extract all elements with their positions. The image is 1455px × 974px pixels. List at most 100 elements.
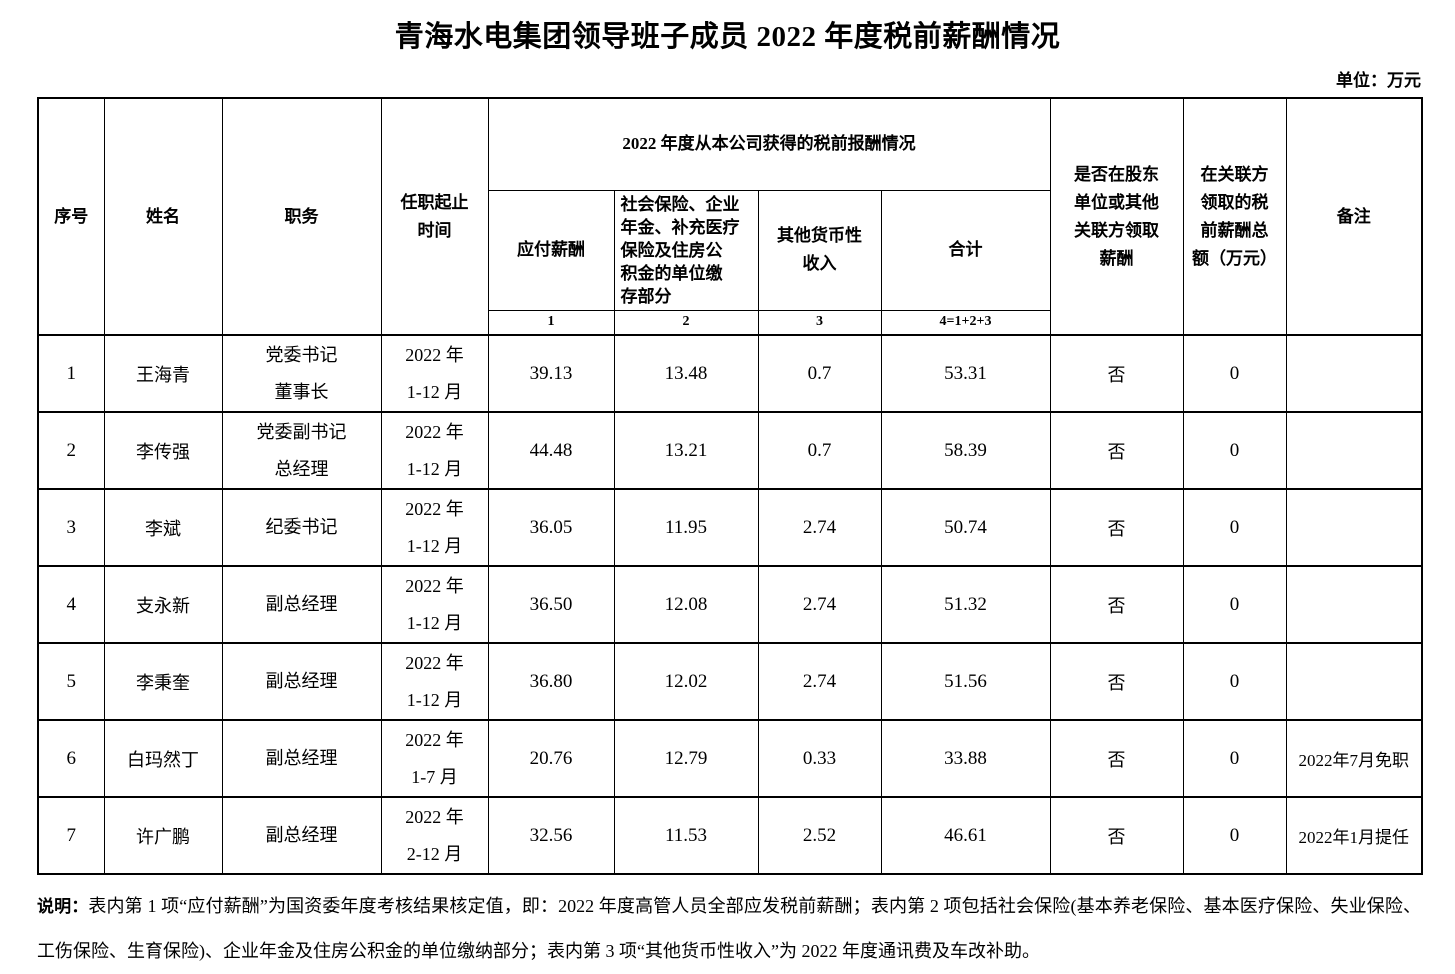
cell-related-amount: 0 [1182, 488, 1287, 567]
cell-total: 58.39 [880, 411, 1051, 490]
cell-related-amount: 0 [1182, 796, 1287, 875]
header-name: 姓名 [103, 97, 223, 336]
column-number-1: 1 [487, 309, 615, 336]
cell-related-amount: 0 [1182, 642, 1287, 721]
cell-related-party: 否 [1049, 642, 1184, 721]
cell-position: 党委副书记 总经理 [221, 411, 382, 490]
column-number-2: 2 [613, 309, 759, 336]
cell-pay: 39.13 [487, 334, 615, 413]
header-insurance: 社会保险、企业 年金、补充医疗 保险及住房公 积金的单位缴 存部分 [613, 189, 759, 311]
cell-insurance: 11.95 [613, 488, 759, 567]
cell-position: 副总经理 [221, 642, 382, 721]
table-row: 4 支永新 副总经理 2022 年 1-12 月 36.50 12.08 2.7… [37, 565, 1423, 644]
column-number-4: 4=1+2+3 [880, 309, 1051, 336]
cell-other-income: 2.52 [757, 796, 882, 875]
cell-position: 副总经理 [221, 796, 382, 875]
cell-term: 2022 年 1-7 月 [380, 719, 489, 798]
cell-remark [1285, 411, 1423, 490]
cell-name: 李秉奎 [103, 642, 223, 721]
cell-other-income: 0.7 [757, 334, 882, 413]
cell-seq: 2 [37, 411, 105, 490]
cell-term: 2022 年 1-12 月 [380, 642, 489, 721]
cell-name: 白玛然丁 [103, 719, 223, 798]
cell-name: 李传强 [103, 411, 223, 490]
unit-label: 单位：万元 [1336, 71, 1421, 90]
table-row: 3 李斌 纪委书记 2022 年 1-12 月 36.05 11.95 2.74… [37, 488, 1423, 567]
cell-other-income: 0.33 [757, 719, 882, 798]
cell-insurance: 12.08 [613, 565, 759, 644]
cell-insurance: 13.21 [613, 411, 759, 490]
cell-position: 党委书记 董事长 [221, 334, 382, 413]
cell-remark: 2022年1月提任 [1285, 796, 1423, 875]
header-position: 职务 [221, 97, 382, 336]
cell-seq: 1 [37, 334, 105, 413]
cell-related-amount: 0 [1182, 565, 1287, 644]
table-row: 6 白玛然丁 副总经理 2022 年 1-7 月 20.76 12.79 0.3… [37, 719, 1423, 798]
header-term: 任职起止 时间 [380, 97, 489, 336]
page-title: 青海水电集团领导班子成员 2022 年度税前薪酬情况 [394, 21, 1061, 53]
cell-remark [1285, 565, 1423, 644]
cell-remark: 2022年7月免职 [1285, 719, 1423, 798]
cell-pay: 36.50 [487, 565, 615, 644]
cell-name: 支永新 [103, 565, 223, 644]
cell-other-income: 2.74 [757, 565, 882, 644]
cell-pay: 36.05 [487, 488, 615, 567]
cell-remark [1285, 334, 1423, 413]
cell-position: 纪委书记 [221, 488, 382, 567]
cell-position: 副总经理 [221, 565, 382, 644]
table-row: 7 许广鹏 副总经理 2022 年 2-12 月 32.56 11.53 2.5… [37, 796, 1423, 875]
footnote: 说明：表内第 1 项“应付薪酬”为国资委年度考核结果核定值，即：2022 年度高… [37, 884, 1421, 974]
cell-other-income: 2.74 [757, 642, 882, 721]
cell-related-party: 否 [1049, 719, 1184, 798]
cell-related-party: 否 [1049, 334, 1184, 413]
cell-term: 2022 年 1-12 月 [380, 565, 489, 644]
cell-pay: 20.76 [487, 719, 615, 798]
header-seq: 序号 [37, 97, 105, 336]
cell-name: 李斌 [103, 488, 223, 567]
cell-term: 2022 年 1-12 月 [380, 488, 489, 567]
cell-insurance: 12.02 [613, 642, 759, 721]
table-row: 2 李传强 党委副书记 总经理 2022 年 1-12 月 44.48 13.2… [37, 411, 1423, 490]
header-other-income: 其他货币性 收入 [757, 189, 882, 311]
cell-term: 2022 年 1-12 月 [380, 334, 489, 413]
table-row: 1 王海青 党委书记 董事长 2022 年 1-12 月 39.13 13.48… [37, 334, 1423, 413]
cell-seq: 6 [37, 719, 105, 798]
cell-name: 王海青 [103, 334, 223, 413]
cell-total: 53.31 [880, 334, 1051, 413]
cell-total: 46.61 [880, 796, 1051, 875]
cell-position: 副总经理 [221, 719, 382, 798]
header-remark: 备注 [1285, 97, 1423, 336]
table-row: 5 李秉奎 副总经理 2022 年 1-12 月 36.80 12.02 2.7… [37, 642, 1423, 721]
cell-insurance: 12.79 [613, 719, 759, 798]
cell-total: 51.56 [880, 642, 1051, 721]
cell-other-income: 2.74 [757, 488, 882, 567]
header-row-2: 应付薪酬 社会保险、企业 年金、补充医疗 保险及住房公 积金的单位缴 存部分 其… [38, 189, 1422, 311]
cell-seq: 3 [37, 488, 105, 567]
cell-seq: 4 [37, 565, 105, 644]
cell-remark [1285, 642, 1423, 721]
cell-total: 50.74 [880, 488, 1051, 567]
cell-term: 2022 年 1-12 月 [380, 411, 489, 490]
cell-related-amount: 0 [1182, 411, 1287, 490]
header-pay: 应付薪酬 [487, 189, 615, 311]
cell-remark [1285, 488, 1423, 567]
cell-other-income: 0.7 [757, 411, 882, 490]
cell-related-amount: 0 [1182, 334, 1287, 413]
cell-pay: 32.56 [487, 796, 615, 875]
cell-related-party: 否 [1049, 411, 1184, 490]
cell-pay: 44.48 [487, 411, 615, 490]
cell-total: 33.88 [880, 719, 1051, 798]
cell-related-party: 否 [1049, 565, 1184, 644]
header-related-party: 是否在股东 单位或其他 关联方领取 薪酬 [1049, 97, 1184, 336]
cell-insurance: 13.48 [613, 334, 759, 413]
footnote-text: 表内第 1 项“应付薪酬”为国资委年度考核结果核定值，即：2022 年度高管人员… [37, 896, 1421, 961]
cell-name: 许广鹏 [103, 796, 223, 875]
cell-related-party: 否 [1049, 488, 1184, 567]
header-company-pay-group: 2022 年度从本公司获得的税前报酬情况 [487, 97, 1051, 191]
cell-seq: 5 [37, 642, 105, 721]
cell-pay: 36.80 [487, 642, 615, 721]
salary-table: 序号 姓名 职务 任职起止 时间 2022 年度从本公司获得的税前报酬情况 是否… [37, 97, 1423, 875]
header-total: 合计 [880, 189, 1051, 311]
cell-related-amount: 0 [1182, 719, 1287, 798]
